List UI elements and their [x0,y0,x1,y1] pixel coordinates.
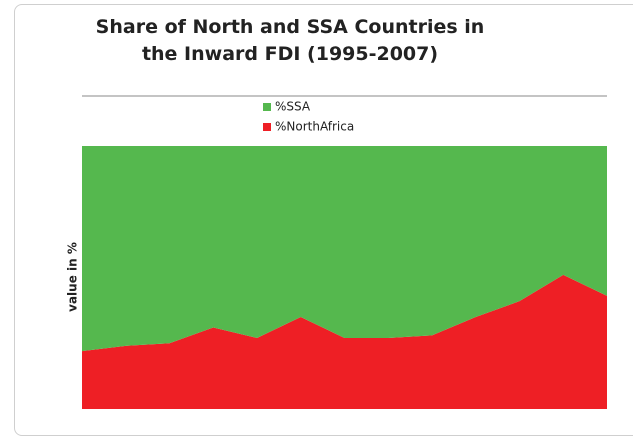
area [82,274,607,409]
y-axis-label: value in % [66,242,80,312]
chart-title: Share of North and SSA Countries in the … [95,16,485,65]
area [82,146,607,352]
legend-swatch [263,123,271,131]
legend-label: %NorthAfrica [275,120,354,134]
legend-label: %SSA [275,100,311,114]
legend-swatch [263,103,271,111]
chart-card [14,4,633,436]
